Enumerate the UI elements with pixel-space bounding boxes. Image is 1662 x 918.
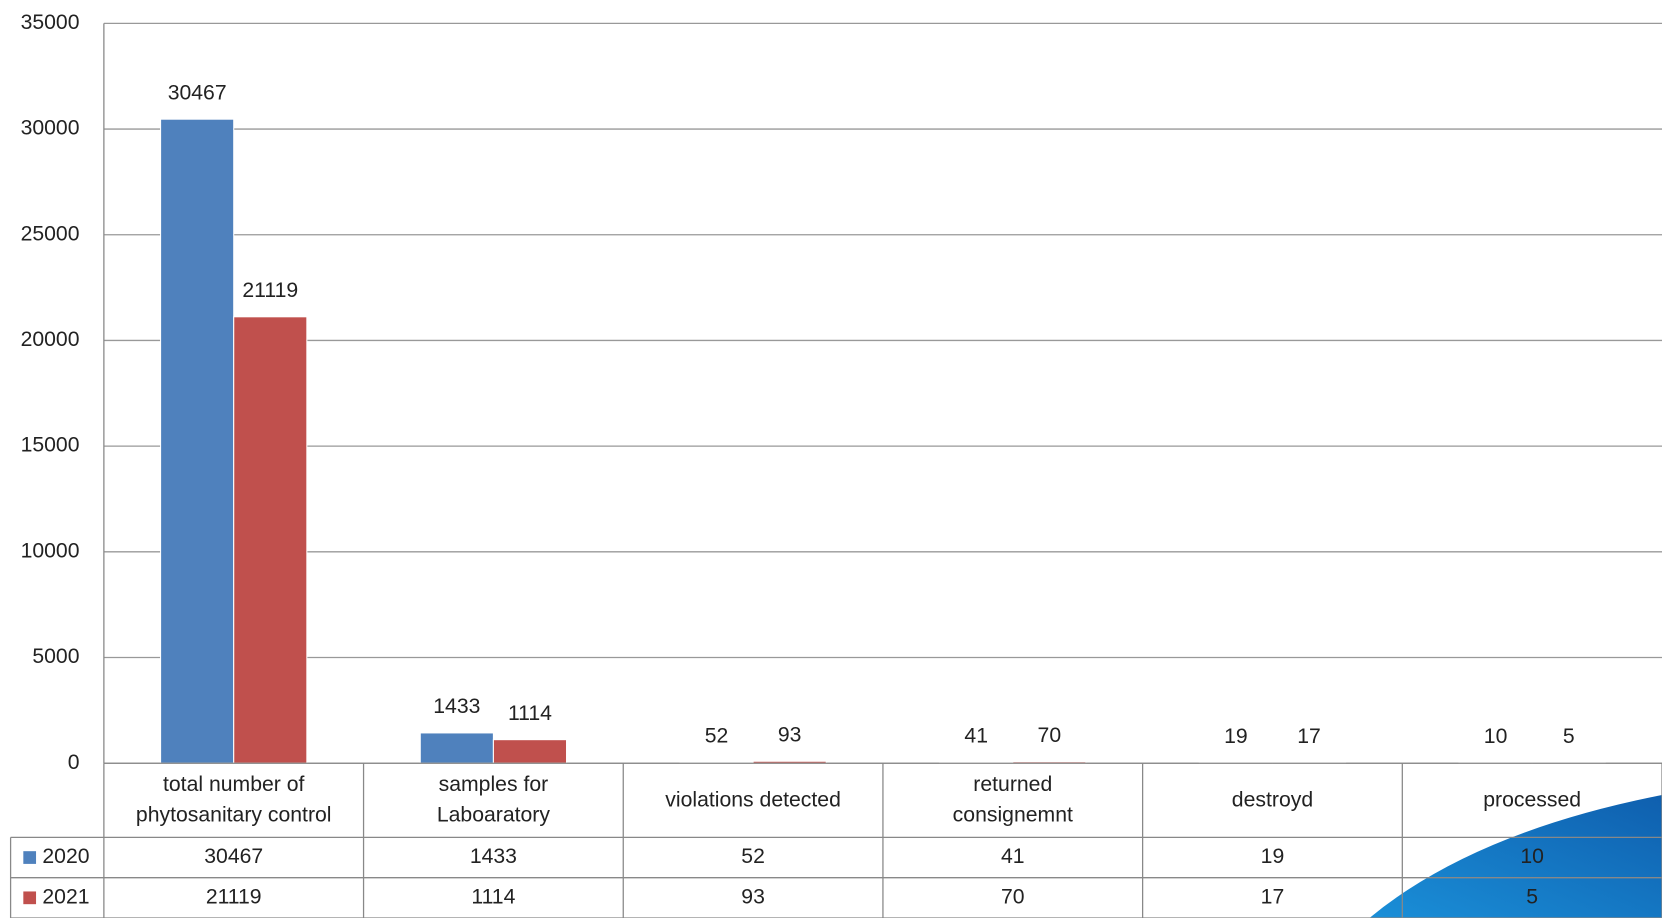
category-cell: samples for Laboaratory [436, 772, 550, 827]
y-tick-label: 35000 [21, 11, 80, 34]
data-label: 21119 [242, 279, 298, 302]
data-label: 93 [778, 723, 802, 746]
bar [160, 118, 235, 764]
table-value: 1114 [471, 885, 515, 908]
y-tick-label: 30000 [21, 117, 80, 140]
category-cell: returned consignemnt [952, 772, 1073, 827]
y-tick-label: 0 [68, 751, 80, 774]
table-value: 30467 [204, 845, 263, 868]
legend-label: 2020 [42, 845, 89, 868]
table-value: 52 [741, 845, 765, 868]
category-cell: total number of phytosanitary control [135, 772, 332, 827]
table-value: 70 [1001, 885, 1025, 908]
table-value: 17 [1261, 885, 1285, 908]
y-tick-label: 5000 [32, 645, 79, 668]
x-tick-label: total number of phytosanitary control [135, 772, 332, 827]
legend-swatch [23, 891, 37, 905]
data-label: 5 [1563, 725, 1575, 748]
table-value: 93 [741, 885, 765, 908]
data-label: 52 [705, 724, 729, 747]
table-value: 21119 [206, 885, 262, 908]
bar [233, 316, 308, 764]
x-tick-label: destroyd [1231, 788, 1314, 812]
table-value: 41 [1001, 845, 1025, 868]
decoration-swoosh [1369, 795, 1662, 918]
data-label: 1433 [433, 695, 480, 718]
x-tick-label: processed [1483, 788, 1582, 812]
table-value: 19 [1261, 845, 1285, 868]
table-value: 1433 [470, 845, 517, 868]
bar [419, 732, 494, 764]
y-tick-label: 25000 [21, 222, 80, 245]
data-label: 10 [1484, 725, 1508, 748]
bar [492, 739, 568, 764]
table-value: 5 [1526, 885, 1538, 908]
category-cell: violations detected [665, 788, 841, 812]
x-tick-label: samples for Laboaratory [436, 772, 550, 827]
data-label: 17 [1297, 725, 1321, 748]
data-label: 70 [1038, 724, 1062, 747]
data-label: 1114 [508, 702, 552, 725]
y-tick-label: 10000 [21, 539, 80, 562]
category-cell: processed [1483, 788, 1582, 812]
x-tick-label: violations detected [665, 788, 841, 812]
y-tick-label: 15000 [21, 434, 80, 457]
x-tick-label: returned consignemnt [952, 772, 1073, 827]
legend-label: 2021 [42, 885, 89, 908]
y-tick-label: 20000 [21, 328, 80, 351]
table-value: 10 [1520, 845, 1544, 868]
data-label: 19 [1224, 725, 1248, 748]
category-cell: destroyd [1231, 788, 1314, 812]
legend-swatch [23, 851, 37, 864]
data-label: 41 [964, 724, 988, 747]
data-label: 30467 [168, 81, 227, 104]
